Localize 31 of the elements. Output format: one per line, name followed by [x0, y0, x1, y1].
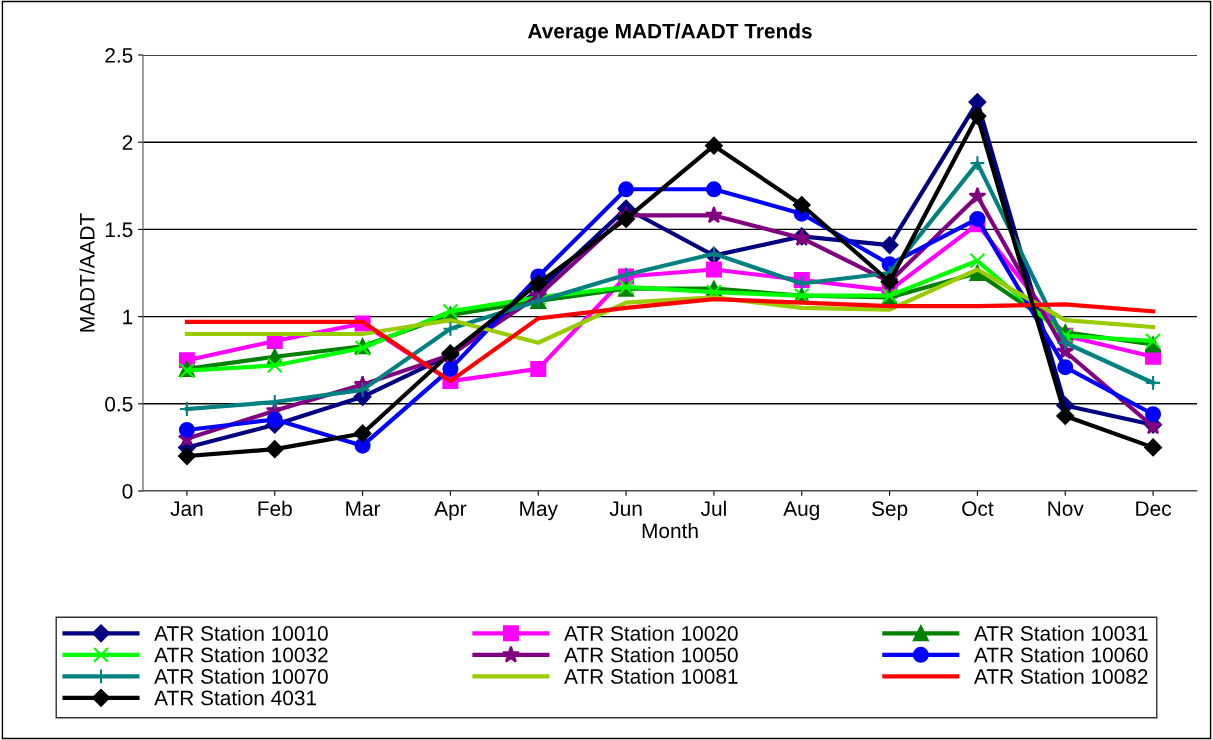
- legend-label: ATR Station 10081: [564, 668, 738, 684]
- legend-label: ATR Station 4031: [154, 690, 317, 706]
- y-tick-label: 2.5: [105, 48, 133, 63]
- y-tick-label: 0: [122, 484, 133, 499]
- x-tick-label: Aug: [783, 501, 819, 521]
- legend-label: ATR Station 10082: [974, 668, 1148, 684]
- y-tick-label: 1.5: [105, 222, 133, 238]
- x-tick-label: Feb: [258, 500, 292, 517]
- y-tick-label: 0.5: [105, 396, 133, 412]
- x-tick-label: Jun: [609, 501, 642, 517]
- x-tick-label: Oct: [962, 501, 994, 517]
- legend-label: ATR Station 10010: [154, 625, 328, 641]
- x-tick-label: Dec: [1136, 501, 1172, 517]
- x-tick-label: Apr: [434, 501, 467, 521]
- legend-label: ATR Station 10031: [974, 625, 1148, 641]
- chart-title: Average MADT/AADT Trends: [527, 23, 812, 43]
- legend-label: ATR Station 10032: [154, 647, 328, 663]
- x-axis-title: Month: [642, 522, 698, 539]
- x-tick-label: Nov: [1048, 501, 1084, 517]
- y-tick-label: 1: [123, 309, 133, 325]
- legend-label: ATR Station 10020: [564, 625, 738, 641]
- x-tick-label: Jul: [700, 500, 726, 517]
- legend-label: ATR Station 10060: [974, 647, 1148, 663]
- x-tick-label: Jan: [170, 501, 203, 517]
- y-axis-title: MADT/AADT: [79, 213, 95, 332]
- legend-label: ATR Station 10070: [154, 668, 328, 684]
- x-tick-label: May: [520, 501, 558, 521]
- legend-label: ATR Station 10050: [564, 647, 738, 663]
- x-tick-label: Mar: [346, 501, 381, 517]
- x-tick-label: Sep: [872, 501, 908, 521]
- y-tick-label: 2: [122, 135, 133, 150]
